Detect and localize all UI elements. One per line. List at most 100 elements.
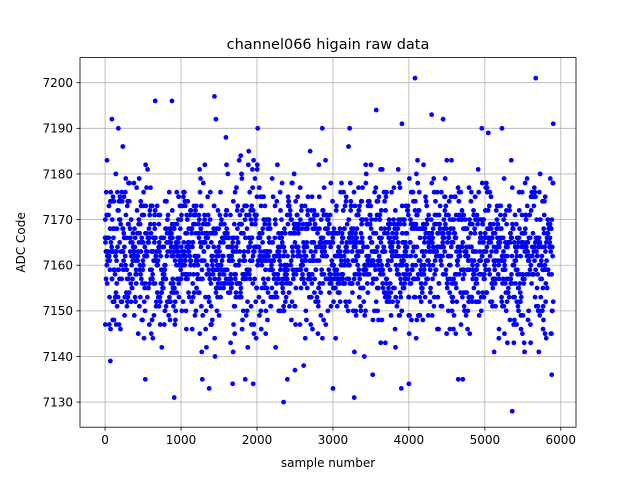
data-point (282, 230, 288, 236)
data-point (472, 226, 478, 232)
data-point (163, 303, 169, 309)
data-point (427, 299, 433, 305)
data-point (327, 212, 333, 218)
data-point (218, 262, 224, 268)
data-point (516, 235, 522, 241)
data-point (134, 271, 139, 277)
data-point (308, 249, 314, 254)
data-point (281, 303, 287, 309)
data-point (430, 276, 435, 282)
data-point (531, 271, 536, 277)
data-point (392, 208, 398, 213)
data-point (430, 244, 436, 250)
data-point (103, 189, 109, 195)
data-point (416, 189, 422, 195)
data-point (315, 303, 321, 309)
data-point (406, 176, 412, 181)
data-point (399, 308, 405, 314)
data-point (474, 281, 480, 286)
data-point (418, 299, 424, 305)
data-point (528, 322, 533, 327)
y-tick-label: 7140 (42, 350, 73, 364)
data-point (127, 180, 132, 186)
data-point (245, 249, 251, 254)
data-point (297, 322, 303, 327)
data-point (196, 212, 202, 218)
data-point (387, 235, 393, 241)
y-tick-label: 7180 (42, 167, 73, 181)
data-point (525, 240, 531, 245)
data-point (408, 253, 414, 259)
data-point (208, 303, 214, 309)
data-point (423, 249, 429, 254)
data-point (148, 185, 153, 191)
data-point (122, 253, 128, 259)
data-point (327, 290, 332, 295)
y-tick-label: 7170 (42, 213, 73, 227)
data-point (287, 303, 292, 309)
data-point (249, 235, 255, 241)
data-point (414, 212, 420, 218)
data-point (178, 217, 184, 222)
data-point (296, 221, 302, 227)
data-point (260, 299, 266, 305)
data-point (186, 240, 192, 245)
data-point (118, 326, 123, 332)
data-point (150, 335, 156, 341)
data-point (360, 285, 366, 291)
data-point (109, 217, 115, 222)
data-point (448, 253, 454, 259)
data-point (303, 253, 309, 259)
data-point (382, 249, 388, 254)
data-point (254, 212, 259, 218)
y-tick-label: 7130 (42, 395, 73, 409)
data-point (131, 180, 137, 186)
data-point (288, 281, 293, 286)
data-point (114, 189, 120, 195)
data-point (378, 340, 384, 346)
data-point (217, 212, 223, 218)
data-point (175, 240, 181, 245)
data-point (403, 240, 408, 245)
data-point (248, 217, 254, 222)
data-point (241, 230, 246, 236)
data-point (355, 253, 361, 259)
data-point (229, 281, 235, 286)
data-point (110, 194, 116, 200)
data-point (208, 240, 214, 245)
data-point (128, 217, 134, 222)
data-point (373, 230, 379, 236)
data-point (132, 226, 137, 232)
data-point (140, 240, 146, 245)
data-point (132, 235, 138, 241)
data-point (340, 271, 346, 277)
data-point (469, 221, 475, 227)
data-point (430, 235, 436, 241)
data-point (186, 290, 191, 295)
data-point (143, 203, 149, 209)
data-point (508, 157, 514, 163)
data-point (162, 262, 168, 268)
data-point (373, 217, 379, 222)
data-point (421, 253, 427, 259)
data-point (363, 162, 369, 168)
data-point (137, 221, 143, 227)
data-point (230, 349, 236, 355)
data-point (370, 317, 376, 323)
data-point (350, 290, 355, 295)
data-point (493, 276, 499, 282)
data-point (517, 281, 523, 286)
data-point (267, 226, 273, 232)
x-tick-label: 0 (101, 433, 109, 447)
data-point (308, 294, 314, 300)
data-point (440, 240, 446, 245)
data-point (453, 285, 459, 291)
data-point (360, 217, 366, 222)
data-point (104, 262, 110, 268)
data-point (300, 271, 305, 277)
data-point (481, 294, 487, 300)
data-point (310, 253, 316, 259)
data-point (359, 249, 365, 254)
data-point (233, 271, 239, 277)
data-point (500, 276, 506, 282)
